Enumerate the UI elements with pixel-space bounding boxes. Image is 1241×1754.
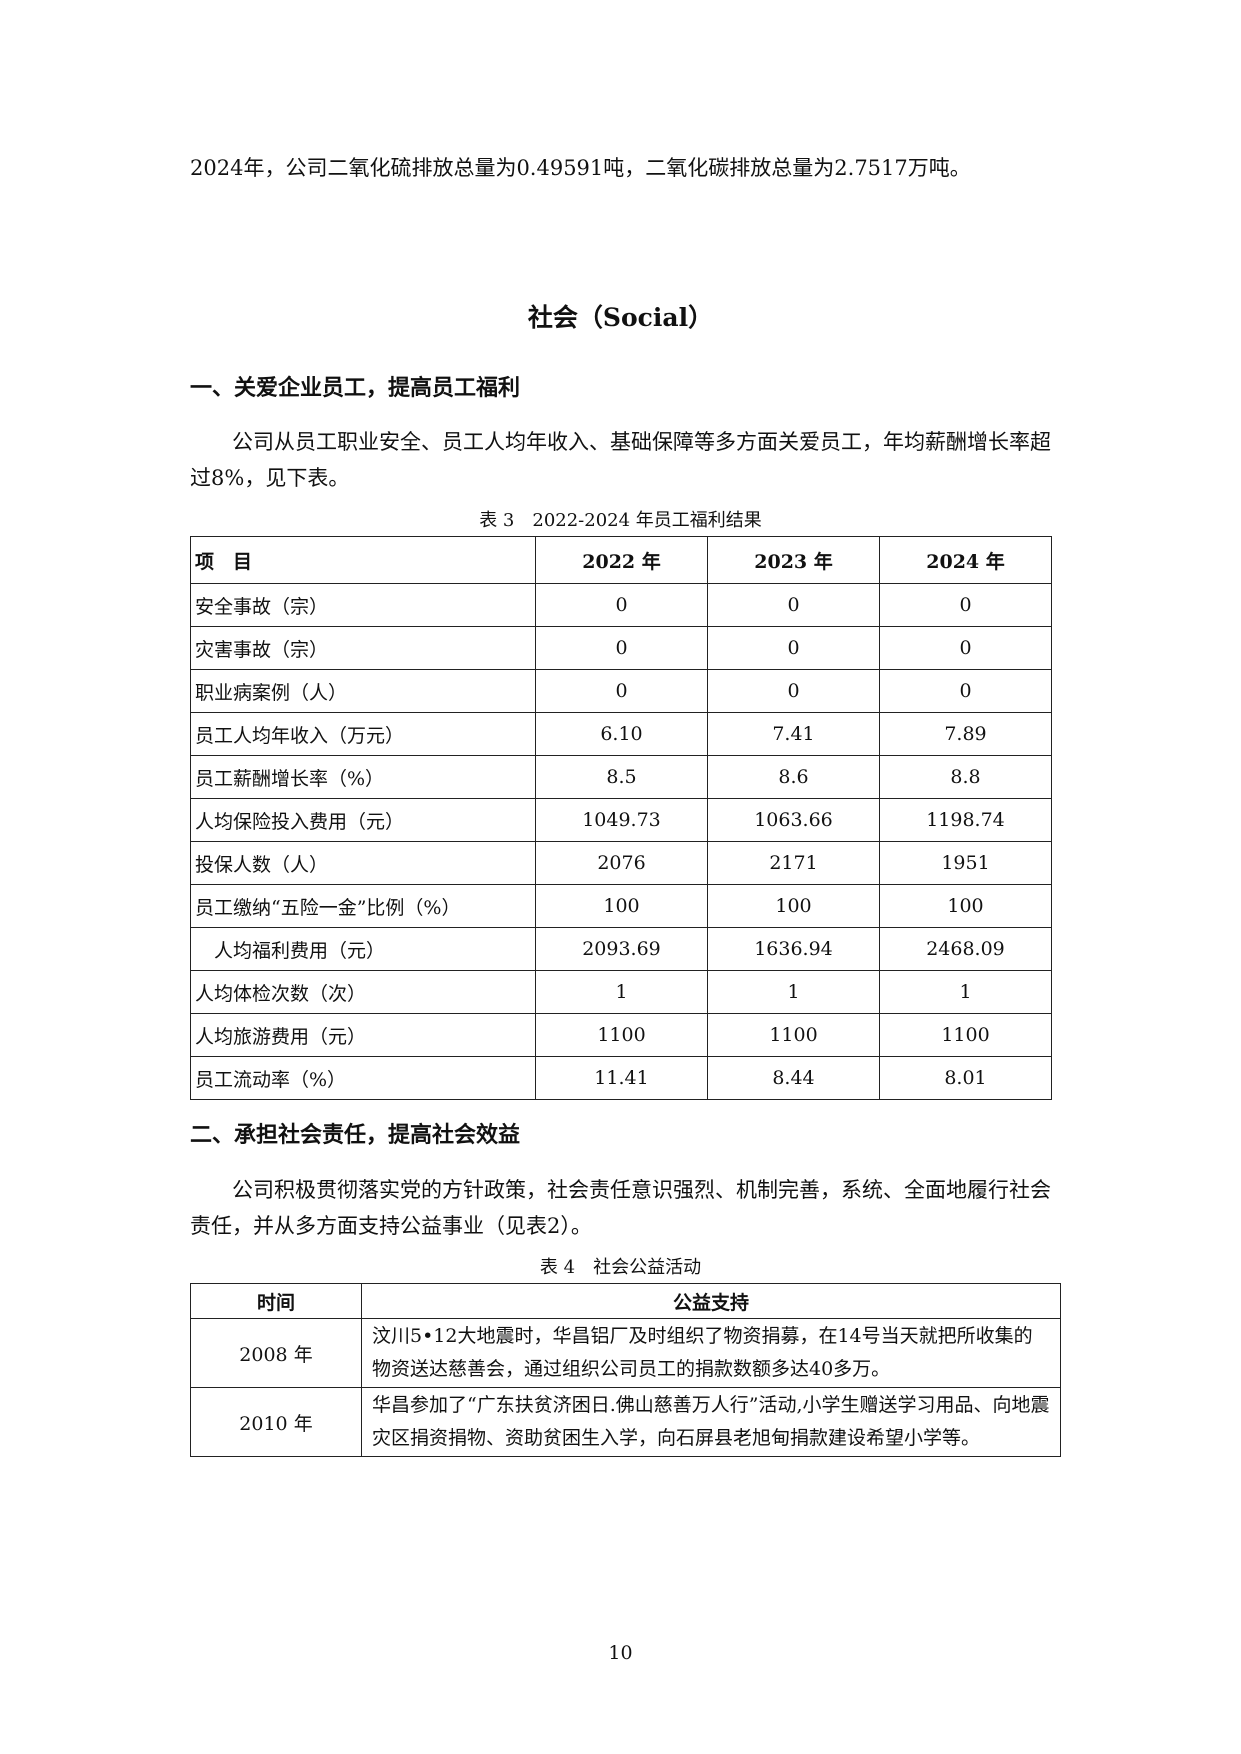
table-cell: 人均保险投入费用（元） — [190, 798, 536, 842]
column-header: 2024 年 — [879, 536, 1052, 584]
page-number: 10 — [608, 1642, 633, 1664]
table-row: 员工流动率（%） 11.41 8.44 8.01 — [190, 1056, 1052, 1100]
table-cell: 2076 — [535, 841, 708, 885]
table-row: 灾害事故（宗） 0 0 0 — [190, 626, 1052, 670]
table-cell: 人均福利费用（元） — [190, 927, 536, 971]
table-cell: 员工流动率（%） — [190, 1056, 536, 1100]
table-cell: 8.01 — [879, 1056, 1052, 1100]
table-row: 投保人数（人） 2076 2171 1951 — [190, 841, 1052, 885]
table-row: 员工缴纳“五险一金”比例（%） 100 100 100 — [190, 884, 1052, 928]
table-cell: 0 — [535, 669, 708, 713]
table-cell: 100 — [707, 884, 880, 928]
table-cell: 1100 — [879, 1013, 1052, 1057]
table-row: 人均体检次数（次） 1 1 1 — [190, 970, 1052, 1014]
table-cell: 1 — [879, 970, 1052, 1014]
table-cell: 员工薪酬增长率（%） — [190, 755, 536, 799]
table-cell: 7.89 — [879, 712, 1052, 756]
table-cell: 1100 — [535, 1013, 708, 1057]
table-cell: 1049.73 — [535, 798, 708, 842]
table-row: 职业病案例（人） 0 0 0 — [190, 669, 1052, 713]
table-cell: 投保人数（人） — [190, 841, 536, 885]
table-row: 人均保险投入费用（元） 1049.73 1063.66 1198.74 — [190, 798, 1052, 842]
table-cell: 7.41 — [707, 712, 880, 756]
table-cell: 8.44 — [707, 1056, 880, 1100]
table-row: 安全事故（宗） 0 0 0 — [190, 583, 1052, 627]
table-cell: 2010 年 — [190, 1387, 362, 1457]
table-cell: 员工人均年收入（万元） — [190, 712, 536, 756]
heading-social-responsibility: 二、承担社会责任，提高社会效益 — [190, 1122, 521, 1148]
table-cell: 100 — [879, 884, 1052, 928]
table-cell: 安全事故（宗） — [190, 583, 536, 627]
table-cell: 2171 — [707, 841, 880, 885]
table-cell: 0 — [535, 626, 708, 670]
table-cell: 0 — [879, 583, 1052, 627]
column-header: 时间 — [190, 1283, 362, 1319]
table-cell: 1 — [535, 970, 708, 1014]
table-cell: 8.6 — [707, 755, 880, 799]
table-cell: 0 — [707, 669, 880, 713]
public-welfare-table: 时间 公益支持 2008 年汶川5•12大地震时，华昌铝厂及时组织了物资捐募，在1… — [190, 1283, 1061, 1457]
table-row: 2010 年华昌参加了“广东扶贫济困日.佛山慈善万人行”活动,小学生赠送学习用品… — [190, 1387, 1061, 1457]
column-header: 项 目 — [190, 536, 536, 584]
table-cell: 1063.66 — [707, 798, 880, 842]
intro-paragraph: 2024年，公司二氧化硫排放总量为0.49591吨，二氧化碳排放总量为2.751… — [190, 156, 971, 180]
table-cell: 职业病案例（人） — [190, 669, 536, 713]
table-row: 员工人均年收入（万元） 6.10 7.41 7.89 — [190, 712, 1052, 756]
table-cell: 1 — [707, 970, 880, 1014]
table-cell: 0 — [535, 583, 708, 627]
table-cell: 2468.09 — [879, 927, 1052, 971]
table-row: 人均旅游费用（元） 1100 1100 1100 — [190, 1013, 1052, 1057]
table-cell: 0 — [707, 583, 880, 627]
table-cell: 员工缴纳“五险一金”比例（%） — [190, 884, 536, 928]
table-row: 员工薪酬增长率（%） 8.5 8.6 8.8 — [190, 755, 1052, 799]
table-cell: 1198.74 — [879, 798, 1052, 842]
table-cell: 人均旅游费用（元） — [190, 1013, 536, 1057]
section-title: 社会（Social） — [527, 303, 714, 332]
column-header: 公益支持 — [361, 1283, 1061, 1319]
table-cell: 1100 — [707, 1013, 880, 1057]
table-cell: 华昌参加了“广东扶贫济困日.佛山慈善万人行”活动,小学生赠送学习用品、向地震灾区… — [361, 1387, 1061, 1457]
table-cell: 汶川5•12大地震时，华昌铝厂及时组织了物资捐募，在14号当天就把所收集的物资送… — [361, 1318, 1061, 1388]
table-row: 2008 年汶川5•12大地震时，华昌铝厂及时组织了物资捐募，在14号当天就把所… — [190, 1318, 1061, 1388]
table-cell: 0 — [879, 626, 1052, 670]
table-cell: 11.41 — [535, 1056, 708, 1100]
heading-employee-welfare: 一、关爱企业员工，提高员工福利 — [190, 375, 521, 401]
column-header: 2022 年 — [535, 536, 708, 584]
table-cell: 灾害事故（宗） — [190, 626, 536, 670]
table-cell: 8.5 — [535, 755, 708, 799]
column-header: 2023 年 — [707, 536, 880, 584]
table-row: 人均福利费用（元） 2093.69 1636.94 2468.09 — [190, 927, 1052, 971]
table-cell: 2008 年 — [190, 1318, 362, 1388]
table-cell: 6.10 — [535, 712, 708, 756]
table-cell: 1951 — [879, 841, 1052, 885]
table-cell: 人均体检次数（次） — [190, 970, 536, 1014]
paragraph-employee: 公司从员工职业安全、员工人均年收入、基础保障等多方面关爱员工，年均薪酬增长率超过… — [190, 430, 1051, 490]
table-cell: 0 — [879, 669, 1052, 713]
table-cell: 2093.69 — [535, 927, 708, 971]
paragraph-social: 公司积极贯彻落实党的方针政策，社会责任意识强烈、机制完善，系统、全面地履行社会责… — [190, 1178, 1051, 1238]
table-cell: 8.8 — [879, 755, 1052, 799]
table3-caption: 表 3 2022-2024 年员工福利结果 — [479, 510, 762, 531]
table4-caption: 表 4 社会公益活动 — [539, 1257, 702, 1278]
table-cell: 0 — [707, 626, 880, 670]
table-cell: 1636.94 — [707, 927, 880, 971]
employee-welfare-table: 项 目 2022 年 2023 年 2024 年 安全事故（宗） 0 0 0 灾害事故（宗） 0… — [190, 536, 1052, 1100]
table-cell: 100 — [535, 884, 708, 928]
